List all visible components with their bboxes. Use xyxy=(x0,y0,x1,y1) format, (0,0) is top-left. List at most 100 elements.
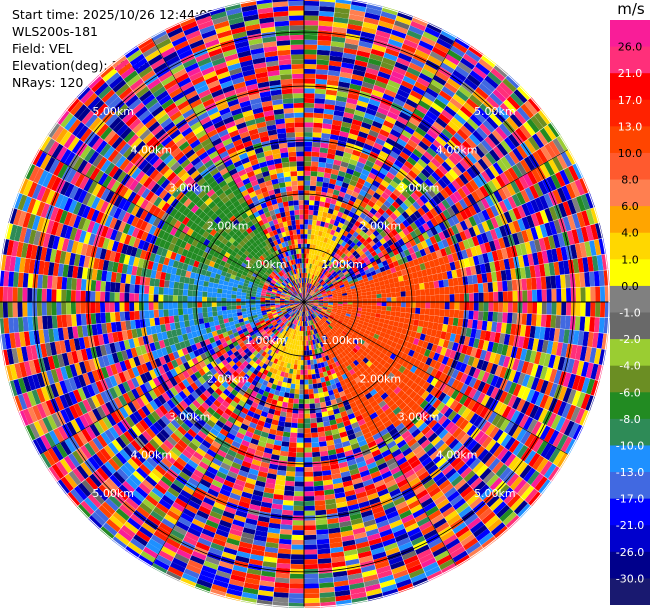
gate-cell xyxy=(328,234,334,240)
gate-cell xyxy=(492,311,498,322)
gate-cell xyxy=(311,161,319,167)
gate-cell xyxy=(484,136,497,149)
gate-cell xyxy=(294,476,304,482)
gate-cell xyxy=(285,417,292,423)
gate-cell xyxy=(314,259,318,265)
gate-cell xyxy=(403,318,410,324)
gate-cell xyxy=(539,209,549,224)
gate-cell xyxy=(458,285,464,294)
gate-cell xyxy=(438,280,444,288)
gate-cell xyxy=(304,423,311,429)
gate-cell xyxy=(487,180,498,193)
gate-cell xyxy=(280,529,292,535)
gate-cell xyxy=(436,94,450,106)
gate-cell xyxy=(306,293,310,299)
gate-cell xyxy=(342,116,353,124)
gate-cell xyxy=(317,553,331,559)
gate-cell xyxy=(314,230,319,236)
gate-cell xyxy=(330,173,338,180)
gate-cell xyxy=(386,216,395,224)
gate-cell xyxy=(575,287,581,302)
gate-cell xyxy=(499,81,514,96)
gate-cell xyxy=(407,195,416,205)
gate-cell xyxy=(493,190,503,203)
gate-cell xyxy=(427,175,438,185)
gate-cell xyxy=(392,124,404,134)
gate-cell xyxy=(433,98,447,110)
gate-cell xyxy=(312,244,316,250)
gate-cell xyxy=(530,199,540,213)
gate-cell xyxy=(312,132,322,138)
gate-cell xyxy=(360,253,367,260)
gate-cell xyxy=(332,21,348,29)
gate-cell xyxy=(430,302,436,309)
gate-cell xyxy=(328,143,338,150)
gate-cell xyxy=(359,230,366,237)
gate-cell xyxy=(381,306,387,311)
gate-cell xyxy=(458,85,472,98)
gate-cell xyxy=(330,245,336,252)
gate-cell xyxy=(322,275,327,281)
gate-cell xyxy=(381,192,390,200)
gate-cell xyxy=(312,127,322,133)
gate-cell xyxy=(524,187,535,201)
gate-cell xyxy=(371,290,377,295)
gate-cell xyxy=(434,154,445,165)
gate-cell xyxy=(518,175,529,190)
gate-cell xyxy=(420,308,426,315)
gate-cell xyxy=(376,25,393,34)
gate-cell xyxy=(334,267,340,273)
gate-cell xyxy=(313,287,317,292)
field-label: Field: VEL xyxy=(12,41,73,56)
gate-cell xyxy=(349,158,358,166)
gate-cell xyxy=(289,578,304,584)
gate-cell xyxy=(326,238,332,245)
gate-cell xyxy=(566,302,572,316)
gate-cell xyxy=(313,393,320,399)
gate-cell xyxy=(362,298,368,302)
gate-cell xyxy=(296,442,304,448)
gate-cell xyxy=(479,123,492,136)
gate-cell xyxy=(378,244,386,252)
gate-cell xyxy=(356,240,363,247)
gate-cell xyxy=(321,128,332,134)
gate-cell xyxy=(363,180,372,189)
gate-cell xyxy=(299,394,304,400)
gate-cell xyxy=(308,205,314,211)
gate-cell xyxy=(304,59,317,65)
gate-cell xyxy=(304,93,315,99)
gate-cell xyxy=(367,263,374,269)
gate-cell xyxy=(492,281,498,292)
gate-cell xyxy=(306,282,308,288)
gate-cell xyxy=(408,260,415,268)
gate-cell xyxy=(473,283,479,293)
gate-cell xyxy=(340,286,346,290)
gate-cell xyxy=(488,133,500,146)
gate-cell xyxy=(400,291,406,297)
gate-cell xyxy=(292,525,304,531)
gate-cell xyxy=(562,201,572,216)
gate-cell xyxy=(423,246,431,255)
gate-cell xyxy=(495,126,508,140)
gate-cell xyxy=(376,171,386,180)
gate-cell xyxy=(383,234,391,242)
gate-cell xyxy=(339,217,346,224)
gate-cell xyxy=(385,84,399,94)
gate-cell xyxy=(488,302,494,312)
gate-cell xyxy=(359,152,369,160)
gate-cell xyxy=(310,171,318,177)
gate-cell xyxy=(362,226,369,234)
gate-cell xyxy=(459,293,465,302)
gate-cell xyxy=(385,269,392,275)
gate-cell xyxy=(551,302,557,315)
gate-cell xyxy=(323,253,329,259)
gate-cell xyxy=(355,140,365,148)
gate-cell xyxy=(420,295,426,302)
gate-cell xyxy=(313,234,318,241)
gate-cell xyxy=(468,45,484,58)
gate-cell xyxy=(283,500,294,506)
gate-cell xyxy=(333,17,349,24)
gate-cell xyxy=(507,291,513,302)
gate-cell xyxy=(366,305,372,309)
gate-cell xyxy=(394,159,404,169)
